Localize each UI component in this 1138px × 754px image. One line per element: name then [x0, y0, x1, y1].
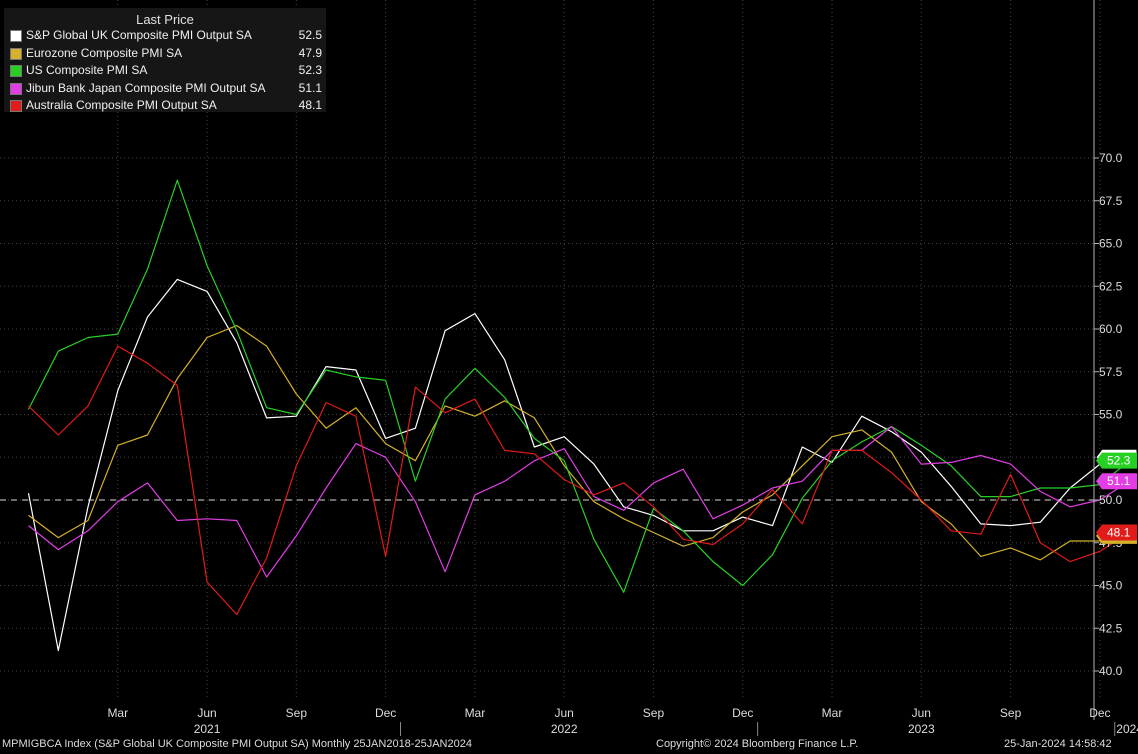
- last-value-tag: 52.3: [1096, 452, 1137, 469]
- series-line: [28, 425, 1130, 578]
- x-tick-label: Jun: [912, 706, 931, 720]
- legend-swatch: [10, 30, 22, 42]
- y-tick-label: 42.5: [1099, 621, 1123, 635]
- legend-swatch: [10, 82, 22, 95]
- last-value-tag: 48.1: [1096, 524, 1137, 541]
- legend-entry: Jibun Bank Japan Composite PMI Output SA…: [8, 81, 322, 97]
- x-tick-label: Mar: [107, 706, 128, 720]
- tag-shape: [1096, 524, 1137, 541]
- x-tick-label: Jun: [555, 706, 574, 720]
- vertical-gridlines: [117, 0, 1101, 700]
- legend-entry: Australia Composite PMI Output SA 48.1: [8, 98, 322, 114]
- x-tick-label: Dec: [732, 706, 753, 720]
- footer-timestamp: 25-Jan-2024 14:58:42: [1004, 738, 1112, 750]
- x-tick-label: Sep: [1000, 706, 1022, 720]
- legend-swatch: [10, 47, 22, 60]
- x-year-label: 2022: [551, 722, 578, 736]
- legend-series-name: Jibun Bank Japan Composite PMI Output SA: [26, 80, 266, 95]
- legend-series-name: US Composite PMI SA: [26, 63, 148, 77]
- y-tick-label: 45.0: [1099, 579, 1123, 593]
- y-tick-label: 62.5: [1099, 279, 1123, 293]
- y-tick-label: 40.0: [1099, 664, 1123, 678]
- last-value-tag: 51.1: [1096, 473, 1137, 490]
- legend-entry: S&P Global UK Composite PMI Output SA 52.…: [8, 28, 322, 44]
- legend-swatch: [10, 65, 22, 77]
- tag-value: 48.1: [1107, 525, 1131, 539]
- tag-value: 51.1: [1107, 474, 1131, 488]
- legend-series-name: Australia Composite PMI Output SA: [26, 98, 217, 112]
- x-axis-ticks: Mar Jun Sep Dec Mar Jun Sep Dec Mar Jun Sep Dec 2021…: [107, 706, 1138, 736]
- y-tick-label: 57.5: [1099, 365, 1123, 379]
- y-tick-label: 50.0: [1099, 493, 1123, 507]
- footer-copyright: Copyright© 2024 Bloomberg Finance L.P.: [656, 738, 859, 750]
- legend-title: Last Price: [136, 12, 194, 27]
- x-tick-label: Dec: [375, 706, 396, 720]
- y-tick-label: 65.0: [1099, 237, 1123, 251]
- y-tick-label: 67.5: [1099, 194, 1123, 208]
- y-tick-label: 70.0: [1099, 151, 1123, 165]
- series-line: [28, 345, 1130, 616]
- x-year-label: 2023: [908, 722, 935, 736]
- tag-value: 52.3: [1107, 454, 1131, 468]
- x-tick-label: Dec: [1089, 706, 1110, 720]
- y-tick-label: 55.0: [1099, 408, 1123, 422]
- tag-shape: [1096, 452, 1137, 469]
- x-tick-label: Mar: [465, 706, 486, 720]
- series-line: [28, 325, 1130, 561]
- legend-box: Last Price S&P Global UK Composite PMI O…: [4, 8, 326, 112]
- series-line: [27, 278, 1130, 652]
- x-tick-label: Mar: [822, 706, 843, 720]
- x-tick-label: Sep: [286, 706, 308, 720]
- legend-entry: US Composite PMI SA 52.3: [8, 63, 322, 79]
- tag-shape: [1096, 473, 1137, 490]
- legend-last-value: 51.1: [298, 80, 322, 95]
- last-value-tags: 52.551.152.347.948.1: [1095, 448, 1138, 544]
- legend-entry: Eurozone Composite PMI SA 47.9: [8, 46, 322, 62]
- footer-index-text: MPMIGBCA Index (S&P Global UK Composite …: [2, 738, 472, 750]
- x-tick-label: Jun: [197, 706, 216, 720]
- legend-last-value: 48.1: [298, 98, 322, 112]
- series-lines: [27, 179, 1130, 652]
- y-tick-label: 60.0: [1099, 322, 1123, 336]
- x-year-label: 2021: [194, 722, 221, 736]
- legend-last-value: 52.3: [298, 63, 322, 77]
- legend-last-value: 47.9: [298, 45, 322, 60]
- x-year-label: 2024: [1116, 722, 1138, 736]
- legend-swatch: [10, 100, 22, 112]
- legend-series-name: S&P Global UK Composite PMI Output SA: [26, 28, 252, 42]
- legend-series-name: Eurozone Composite PMI SA: [26, 45, 183, 60]
- legend-last-value: 52.5: [298, 28, 322, 42]
- x-tick-label: Sep: [643, 706, 665, 720]
